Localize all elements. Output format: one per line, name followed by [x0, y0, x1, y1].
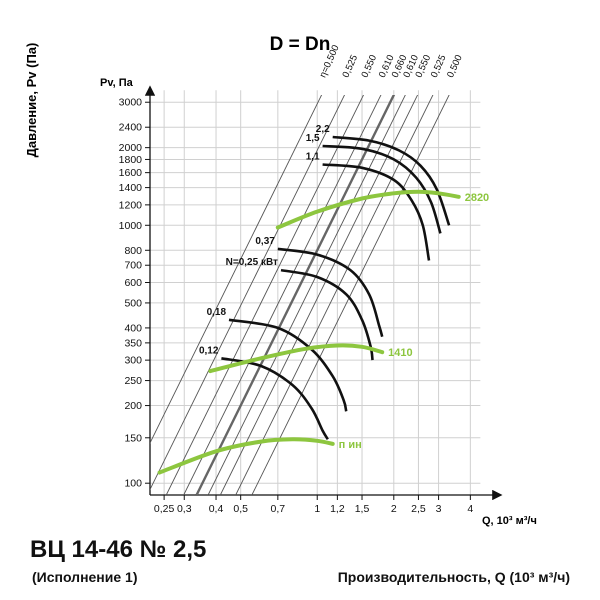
x-tick-label: 2,5 — [411, 503, 426, 515]
y-tick-label: 3000 — [119, 97, 143, 109]
y-tick-label: 1200 — [119, 199, 143, 211]
x-tick-label: 2 — [391, 503, 397, 515]
y-tick-label: 600 — [124, 277, 142, 289]
grid — [150, 90, 481, 495]
x-tick-label: 0,3 — [177, 503, 192, 515]
efficiency-lines — [150, 95, 450, 495]
power-curve-label: 1,5 — [306, 133, 320, 144]
y-tick-label: 200 — [124, 400, 142, 412]
efficiency-line — [195, 95, 396, 495]
speed-curve-label: 1410 — [388, 347, 412, 359]
speed-curve — [275, 189, 461, 230]
power-curves: 2,21,5 1,1 0,37 N=0,25 кВт 0,18 0,12 — [199, 124, 451, 440]
efficiency-line — [165, 95, 364, 495]
power-curve-label: 0,37 — [255, 236, 275, 247]
x-axis-unit: Q, 10³ м³/ч — [482, 515, 537, 527]
power-curve — [228, 318, 348, 412]
efficiency-line — [235, 95, 434, 495]
x-tick-label: 0,5 — [233, 503, 248, 515]
x-axis-caption: Производительность, Q (10³ м³/ч) — [337, 569, 570, 585]
efficiency-line — [183, 95, 382, 495]
power-curve — [322, 163, 431, 261]
speed-curve-label: п ин — [339, 439, 362, 451]
power-curve — [322, 144, 442, 234]
y-axis-label: Давление, Pv (Па) — [24, 43, 39, 158]
x-tick-label: 4 — [467, 503, 473, 515]
power-curve — [221, 357, 329, 440]
efficiency-line — [251, 95, 450, 495]
power-curve-label: 0,12 — [199, 345, 219, 356]
x-tick-label: 1 — [314, 503, 320, 515]
y-tick-label: 700 — [124, 260, 142, 272]
y-tick-labels: 100 150 200 250 300 350 400 500 600 700 800 1000 120… — [119, 97, 143, 490]
y-tick-label: 250 — [124, 375, 142, 387]
y-axis-unit: Pv, Па — [100, 77, 134, 89]
power-curve-label: 1,1 — [306, 152, 320, 163]
efficiency-line — [150, 95, 346, 491]
y-tick-label: 2400 — [119, 122, 143, 134]
y-tick-label: 2000 — [119, 142, 143, 154]
power-curve-label: N=0,25 кВт — [226, 257, 278, 268]
speed-curves: 2820 1410 п ин — [157, 189, 489, 475]
efficiency-label: 0,525 — [340, 53, 360, 79]
x-tick-labels: 0,25 0,3 0,4 0,5 0,7 1 1,2 1,5 2 2,5 3 4 — [154, 503, 474, 515]
power-curve-label: 2,2 — [316, 124, 330, 135]
efficiency-line — [207, 95, 406, 495]
y-tick-label: 1600 — [119, 167, 143, 179]
x-tick-label: 1,2 — [330, 503, 345, 515]
y-tick-label: 1400 — [119, 182, 143, 194]
power-curve — [277, 247, 384, 338]
y-tick-label: 300 — [124, 355, 142, 367]
x-tick-label: 3 — [436, 503, 442, 515]
y-tick-label: 500 — [124, 297, 142, 309]
product-model: ВЦ 14-46 № 2,5 — [30, 536, 207, 563]
y-tick-label: 350 — [124, 337, 142, 349]
power-curve-label: 0,18 — [207, 307, 227, 318]
y-tick-label: 800 — [124, 245, 142, 257]
y-tick-label: 100 — [124, 478, 142, 490]
x-tick-label: 1,5 — [355, 503, 370, 515]
product-variant: (Исполнение 1) — [32, 569, 138, 585]
efficiency-line — [150, 95, 323, 445]
chart-title: D = Dn — [270, 34, 331, 55]
y-tick-label: 400 — [124, 322, 142, 334]
y-tick-label: 1000 — [119, 220, 143, 232]
x-tick-label: 0,25 — [154, 503, 175, 515]
speed-curve — [157, 437, 335, 475]
speed-curve-label: 2820 — [465, 192, 489, 204]
efficiency-label: 0,500 — [445, 53, 465, 79]
y-tick-label: 1800 — [119, 154, 143, 166]
y-tick-label: 150 — [124, 432, 142, 444]
speed-curve — [208, 343, 385, 374]
x-tick-label: 0,4 — [209, 503, 224, 515]
x-tick-label: 0,7 — [271, 503, 286, 515]
